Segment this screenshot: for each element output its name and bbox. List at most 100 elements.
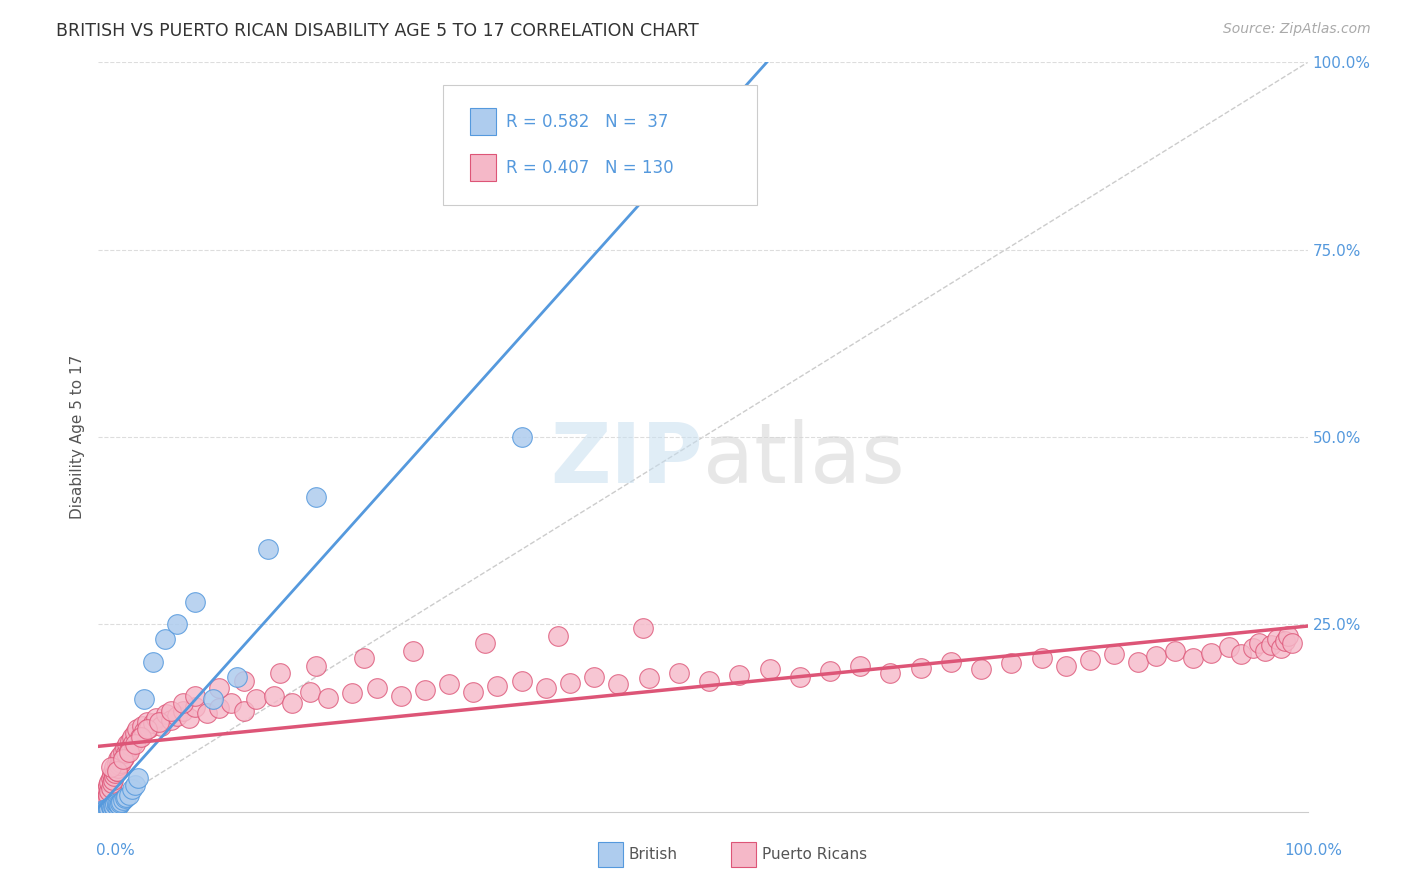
Point (103, 760, 125, 774)
FancyBboxPatch shape (443, 85, 758, 205)
Point (105, 798, 128, 813)
Point (98, 774, 121, 789)
Point (486, 679, 509, 693)
Point (91, 803, 114, 817)
Point (1163, 643, 1185, 657)
Point (93, 796, 115, 810)
Point (1241, 641, 1264, 656)
Point (269, 666, 291, 681)
Point (122, 736, 145, 750)
Point (1267, 632, 1289, 647)
Point (697, 673, 720, 688)
Bar (470, 154, 496, 181)
Point (97, 801, 120, 815)
Point (1254, 643, 1277, 657)
Point (232, 704, 254, 718)
Point (100, 771, 122, 785)
Point (195, 706, 218, 720)
Point (100, 801, 122, 815)
Point (128, 730, 150, 744)
Point (172, 696, 194, 710)
Point (463, 685, 485, 699)
Point (100, 798, 122, 813)
Text: atlas: atlas (703, 419, 904, 500)
Point (111, 793, 134, 807)
Point (94, 802, 117, 816)
Point (93, 789, 115, 804)
Point (118, 743, 141, 757)
Point (1199, 646, 1222, 660)
Text: Source: ZipAtlas.com: Source: ZipAtlas.com (1223, 22, 1371, 37)
Point (221, 696, 243, 710)
Point (166, 708, 188, 723)
Point (1146, 648, 1168, 663)
Point (100, 780, 122, 795)
Text: 100.0%: 100.0% (1285, 843, 1343, 858)
Point (1249, 636, 1271, 650)
Point (879, 666, 901, 681)
Point (1128, 655, 1150, 669)
Point (413, 683, 436, 698)
Point (179, 711, 201, 725)
Point (366, 681, 388, 695)
Point (637, 671, 659, 685)
Point (97, 779, 120, 793)
Point (115, 746, 138, 760)
Point (124, 737, 146, 751)
Point (558, 676, 581, 690)
Point (402, 643, 425, 657)
Point (849, 658, 872, 673)
Point (474, 636, 496, 650)
Point (114, 741, 136, 756)
Point (353, 651, 375, 665)
Point (1218, 640, 1240, 654)
Point (100, 767, 122, 781)
Point (93, 804, 115, 818)
Point (583, 670, 606, 684)
Point (108, 758, 131, 772)
Point (1270, 641, 1292, 656)
Text: BRITISH VS PUERTO RICAN DISABILITY AGE 5 TO 17 CORRELATION CHART: BRITISH VS PUERTO RICAN DISABILITY AGE 5… (56, 22, 699, 40)
Point (96, 793, 118, 807)
Point (108, 797, 131, 811)
Point (111, 752, 134, 766)
Point (118, 733, 141, 747)
Point (226, 670, 249, 684)
Point (160, 704, 183, 718)
Point (631, 621, 654, 635)
Point (111, 745, 134, 759)
Point (105, 764, 128, 778)
Point (1000, 657, 1022, 671)
Point (148, 714, 170, 729)
Point (138, 721, 160, 735)
Point (108, 797, 131, 812)
Point (129, 730, 152, 744)
Point (112, 751, 135, 765)
Point (160, 714, 183, 728)
Point (118, 745, 141, 759)
Point (534, 681, 557, 695)
Point (104, 765, 127, 780)
Point (97, 789, 120, 803)
Point (142, 655, 165, 669)
Point (101, 773, 124, 788)
Point (91, 797, 114, 812)
Point (121, 782, 143, 797)
Point (758, 662, 780, 676)
Bar (470, 108, 496, 136)
Point (124, 726, 146, 740)
Point (127, 723, 149, 737)
Point (98, 783, 121, 797)
Point (115, 789, 138, 804)
Point (135, 723, 157, 737)
Text: Puerto Ricans: Puerto Ricans (762, 847, 868, 862)
Point (668, 666, 690, 681)
Point (100, 760, 122, 774)
Point (108, 754, 131, 768)
Point (100, 800, 122, 814)
Point (103, 769, 125, 783)
Point (94, 791, 117, 805)
Point (232, 673, 254, 688)
Point (105, 756, 128, 770)
Point (342, 686, 364, 700)
